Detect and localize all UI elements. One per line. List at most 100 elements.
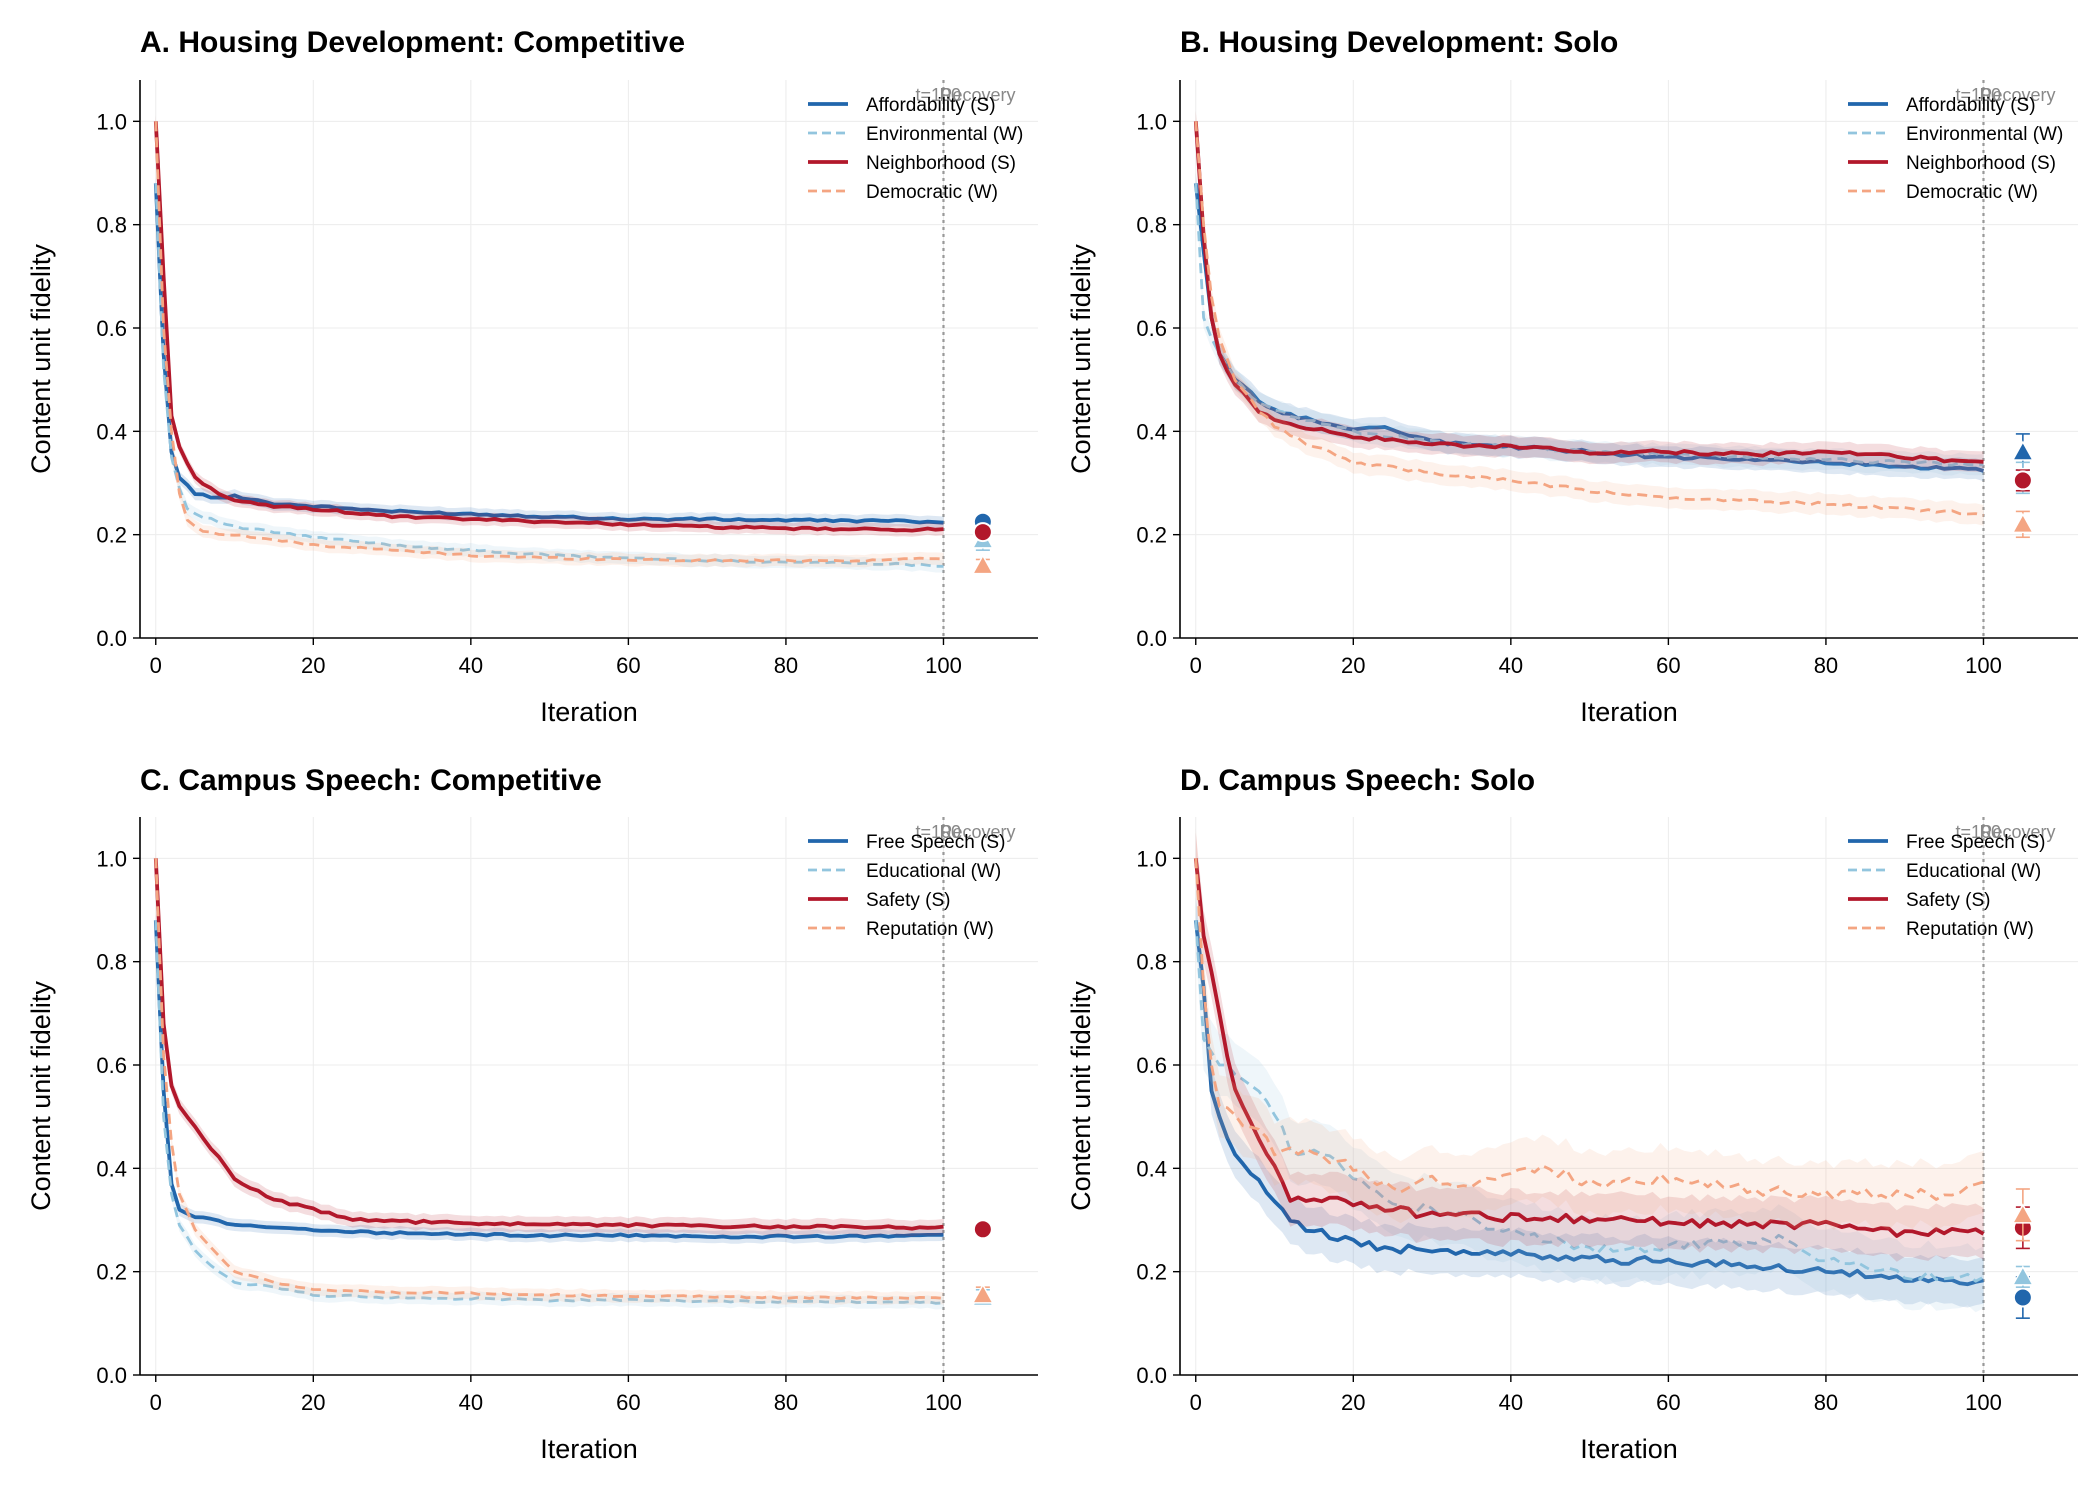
series-line: [154, 858, 944, 1300]
y-tick-label: 0.4: [1136, 1156, 1167, 1181]
series-line: [153, 920, 944, 1240]
chart-panel-3: D. Campus Speech: Solo 0 20 40 60 80 100 0.0 0.2…: [1066, 764, 2078, 1464]
y-axis-label: Content unit fidelity: [1066, 981, 1096, 1211]
x-tick-label: 80: [1814, 1390, 1838, 1415]
recovery-marker-circle: [2012, 1287, 2033, 1308]
x-tick-label: 40: [1499, 653, 1523, 678]
series-line: [1194, 183, 1984, 467]
legend-label: Safety (S): [866, 890, 950, 911]
legend-label: Safety (S): [1906, 890, 1990, 911]
panel-title: C. Campus Speech: Competitive: [140, 764, 602, 797]
y-tick-label: 1.0: [1136, 846, 1167, 871]
series-neighborhood-s-: [1193, 111, 2033, 492]
series-line: [154, 920, 944, 1305]
x-tick-label: 20: [301, 653, 325, 678]
series-line: [153, 121, 944, 533]
confidence-band: [1195, 897, 1984, 1308]
series-line: [1193, 858, 1985, 1238]
recovery-marker-triangle: [971, 554, 995, 575]
y-axis-label: Content unit fidelity: [26, 981, 56, 1211]
x-tick-label: 0: [1190, 653, 1202, 678]
x-tick-label: 60: [616, 653, 640, 678]
legend-label: Reputation (W): [866, 919, 994, 940]
annotation-t100: t=100: [915, 822, 961, 842]
y-tick-label: 0.2: [96, 523, 127, 548]
series-democratic-w-: [154, 115, 995, 575]
legend-label: Affordability (S): [1906, 95, 2036, 116]
legend-label: Neighborhood (S): [1906, 153, 2056, 174]
y-tick-label: 1.0: [96, 846, 127, 871]
x-tick-label: 80: [774, 1390, 798, 1415]
confidence-band: [1195, 889, 1984, 1313]
y-tick-label: 0.0: [96, 626, 127, 651]
x-tick-label: 100: [1965, 653, 2002, 678]
legend-label: Environmental (W): [866, 124, 1023, 145]
series-line: [154, 183, 944, 568]
series-educational-w-: [1194, 889, 2035, 1313]
x-axis-label: Iteration: [540, 697, 638, 727]
series-reputation-w-: [1194, 827, 2035, 1242]
series-reputation-w-: [154, 852, 995, 1305]
y-axis-label: Content unit fidelity: [26, 244, 56, 474]
confidence-band: [155, 914, 944, 1310]
x-tick-label: 20: [301, 1390, 325, 1415]
recovery-marker-triangle: [2011, 1265, 2035, 1286]
x-tick-label: 0: [150, 1390, 162, 1415]
x-tick-label: 0: [1190, 1390, 1202, 1415]
x-tick-label: 40: [1499, 1390, 1523, 1415]
series-line: [1193, 121, 1984, 464]
series-line: [1194, 858, 1984, 1201]
x-tick-label: 100: [1965, 1390, 2002, 1415]
annotation-t100: t=100: [1955, 85, 2001, 105]
confidence-band: [155, 177, 944, 529]
annotation-recovery: Recovery: [939, 85, 1015, 105]
recovery-marker-circle: [972, 522, 993, 543]
x-tick-label: 60: [616, 1390, 640, 1415]
legend-label: Democratic (W): [866, 182, 998, 203]
series-neighborhood-s-: [153, 115, 993, 543]
legend-label: Affordability (S): [866, 95, 996, 116]
annotation-recovery: Recovery: [1979, 85, 2055, 105]
y-tick-label: 0.8: [96, 950, 127, 975]
legend: Affordability (S) Environmental (W) Neighb…: [808, 95, 1023, 203]
y-tick-label: 0.4: [96, 419, 127, 444]
series-affordability-s-: [153, 177, 993, 532]
legend: Free Speech (S) Educational (W) Safety (S)…: [1848, 832, 2045, 940]
y-tick-label: 0.6: [96, 1053, 127, 1078]
x-tick-label: 60: [1656, 1390, 1680, 1415]
series-free-speech-s-: [1193, 897, 2033, 1319]
x-tick-label: 60: [1656, 653, 1680, 678]
y-tick-label: 0.6: [96, 316, 127, 341]
series-democratic-w-: [1194, 111, 2035, 539]
chart-panel-1: B. Housing Development: Solo 0 20 40 60 80 100…: [1066, 26, 2078, 727]
legend-label: Democratic (W): [1906, 182, 2038, 203]
y-tick-label: 0.2: [1136, 523, 1167, 548]
recovery-marker-circle: [2012, 470, 2033, 491]
series-line: [1193, 920, 1984, 1287]
recovery-marker-circle: [972, 1219, 993, 1240]
legend-label: Reputation (W): [1906, 919, 2034, 940]
recovery-marker-triangle: [971, 1283, 995, 1304]
confidence-band: [1195, 827, 1984, 1231]
annotation-t100: t=100: [1955, 822, 2001, 842]
confidence-band: [155, 115, 944, 537]
y-tick-label: 0.6: [1136, 1053, 1167, 1078]
y-tick-label: 0.8: [1136, 213, 1167, 238]
x-tick-label: 80: [1814, 653, 1838, 678]
y-tick-label: 0.4: [96, 1156, 127, 1181]
y-tick-label: 0.0: [1136, 1363, 1167, 1388]
annotation-recovery: Recovery: [939, 822, 1015, 842]
y-axis-label: Content unit fidelity: [1066, 244, 1096, 474]
series-line: [153, 183, 944, 525]
y-tick-label: 0.2: [96, 1260, 127, 1285]
x-axis-label: Iteration: [540, 1434, 638, 1464]
panel-title: D. Campus Speech: Solo: [1180, 764, 1535, 797]
series-line: [154, 121, 944, 563]
chart-panel-2: C. Campus Speech: Competitive 0 20 40 60 80 10…: [26, 764, 1038, 1464]
chart-panel-0: A. Housing Development: Competitive 0 20 40…: [26, 26, 1038, 727]
x-tick-label: 40: [459, 1390, 483, 1415]
series-line: [153, 858, 944, 1231]
legend-label: Environmental (W): [1906, 124, 2063, 145]
legend-label: Educational (W): [1906, 861, 2041, 882]
